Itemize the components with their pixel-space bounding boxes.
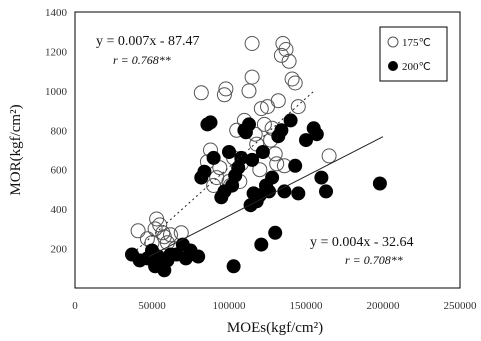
data-point-175 bbox=[253, 101, 269, 117]
data-point-175 bbox=[321, 148, 337, 164]
data-point-175 bbox=[218, 81, 234, 97]
data-point-200 bbox=[288, 158, 303, 173]
data-point-175 bbox=[273, 47, 289, 63]
data-point-200 bbox=[255, 145, 270, 159]
x-tick-label: 100000 bbox=[213, 300, 247, 312]
data-point-200 bbox=[197, 164, 212, 179]
data-point-175 bbox=[290, 99, 306, 115]
data-point-200 bbox=[245, 152, 260, 167]
legend-marker-175 bbox=[387, 36, 399, 48]
x-axis-ticks: 0 50000 100000 150000 200000 250000 bbox=[72, 300, 477, 312]
data-point-175 bbox=[241, 83, 257, 99]
plot-area-frame bbox=[74, 11, 461, 289]
y-tick-label: 1000 bbox=[45, 86, 68, 98]
data-point-200 bbox=[299, 133, 313, 148]
data-point-200 bbox=[262, 184, 276, 199]
data-point-200 bbox=[206, 150, 221, 165]
data-point-175 bbox=[256, 116, 272, 132]
r-value-175: r = 0.768** bbox=[113, 53, 171, 67]
r-value-200: r = 0.708** bbox=[345, 253, 403, 267]
data-point-175 bbox=[269, 156, 285, 172]
data-point-200 bbox=[277, 184, 292, 199]
y-axis-ticks: 200 400 600 800 1000 1200 1400 bbox=[45, 7, 68, 256]
data-point-175 bbox=[130, 223, 146, 239]
series-200-points bbox=[125, 113, 387, 278]
trendline-200 bbox=[148, 136, 384, 258]
legend: 175℃ 200℃ bbox=[379, 26, 448, 82]
x-tick-label: 200000 bbox=[367, 300, 401, 312]
data-point-200 bbox=[234, 150, 249, 165]
data-point-175 bbox=[244, 69, 260, 85]
legend-box bbox=[379, 26, 448, 82]
y-tick-label: 800 bbox=[51, 125, 68, 137]
data-point-200 bbox=[226, 259, 241, 274]
data-point-200 bbox=[291, 186, 306, 201]
y-tick-label: 200 bbox=[51, 244, 68, 256]
data-point-175 bbox=[284, 71, 300, 87]
y-axis-title: MOR(kgf/cm²) bbox=[8, 104, 24, 195]
data-point-200 bbox=[319, 184, 333, 199]
x-tick-label: 150000 bbox=[290, 300, 324, 312]
data-point-175 bbox=[193, 85, 209, 101]
data-point-200 bbox=[309, 127, 324, 142]
data-point-200 bbox=[372, 176, 387, 191]
x-tick-label: 250000 bbox=[444, 300, 478, 312]
data-point-200 bbox=[314, 170, 329, 185]
y-tick-label: 1400 bbox=[45, 7, 68, 19]
x-axis-title: MOEs(kgf/cm²) bbox=[227, 320, 323, 336]
x-tick-label: 50000 bbox=[138, 300, 166, 312]
y-tick-label: 400 bbox=[51, 204, 68, 216]
equation-175: y = 0.007x - 87.47 bbox=[96, 34, 200, 49]
data-point-175 bbox=[287, 75, 303, 91]
data-point-175 bbox=[252, 162, 268, 178]
data-point-175 bbox=[244, 36, 260, 51]
legend-marker-200 bbox=[388, 61, 398, 71]
data-point-200 bbox=[242, 117, 256, 132]
data-point-200 bbox=[254, 237, 269, 252]
legend-label-200: 200℃ bbox=[402, 61, 431, 73]
data-point-175 bbox=[216, 87, 232, 103]
legend-label-175: 175℃ bbox=[402, 37, 431, 49]
data-point-175 bbox=[267, 146, 283, 162]
data-point-175 bbox=[147, 221, 163, 237]
data-point-175 bbox=[270, 93, 286, 109]
data-point-200 bbox=[203, 115, 218, 130]
data-point-200 bbox=[283, 113, 298, 128]
data-point-200 bbox=[268, 225, 283, 240]
equation-200: y = 0.004x - 32.64 bbox=[310, 235, 414, 250]
data-point-200 bbox=[222, 145, 236, 159]
data-point-175 bbox=[206, 178, 222, 193]
data-point-175 bbox=[278, 42, 294, 57]
x-tick-label: 0 bbox=[72, 300, 78, 312]
data-point-175 bbox=[163, 227, 178, 243]
data-point-175 bbox=[281, 53, 297, 69]
data-point-200 bbox=[265, 170, 280, 185]
y-tick-label: 1200 bbox=[45, 46, 68, 58]
data-point-200 bbox=[274, 123, 289, 138]
data-point-200 bbox=[191, 249, 206, 264]
y-tick-label: 600 bbox=[51, 165, 68, 177]
